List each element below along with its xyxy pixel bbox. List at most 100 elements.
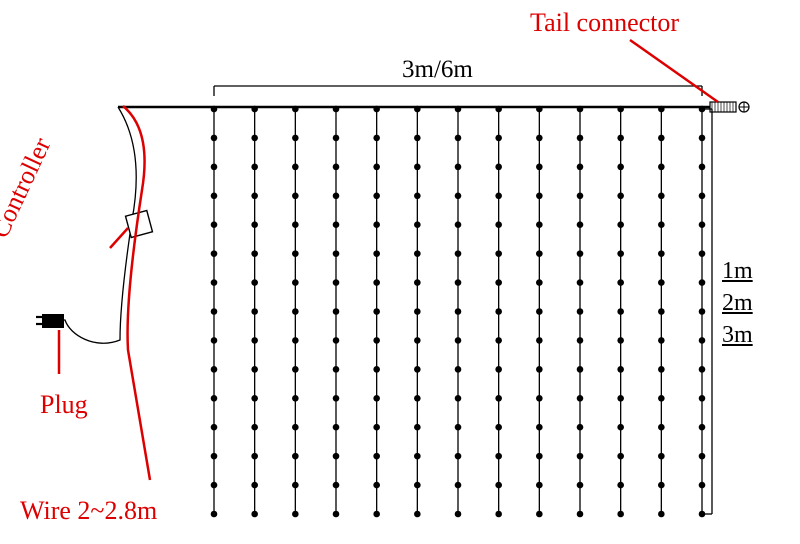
callout-tail: [630, 40, 718, 102]
led-dot: [211, 106, 218, 113]
led-dot: [373, 482, 380, 489]
led-dot: [658, 164, 665, 171]
led-dot: [699, 279, 706, 286]
led-dot: [373, 395, 380, 402]
led-dot: [699, 337, 706, 344]
led-dot: [699, 164, 706, 171]
led-dot: [211, 337, 218, 344]
led-dot: [211, 164, 218, 171]
led-dot: [699, 192, 706, 199]
led-dot: [536, 337, 543, 344]
led-dot: [414, 395, 421, 402]
led-dot: [658, 192, 665, 199]
height-2m-label: 2m: [722, 290, 753, 317]
led-dot: [414, 511, 421, 518]
led-dot: [414, 424, 421, 431]
led-dot: [455, 250, 462, 257]
led-dot: [617, 221, 624, 228]
led-dot: [211, 453, 218, 460]
led-dot: [699, 308, 706, 315]
led-dot: [251, 511, 258, 518]
led-dot: [333, 192, 340, 199]
led-dot: [495, 135, 502, 142]
led-dot: [333, 453, 340, 460]
led-dot: [536, 164, 543, 171]
led-dot: [495, 366, 502, 373]
led-dot: [455, 511, 462, 518]
led-dot: [251, 279, 258, 286]
led-dot: [617, 482, 624, 489]
led-dot: [292, 482, 299, 489]
led-dot: [373, 366, 380, 373]
led-dot: [577, 337, 584, 344]
led-dot: [333, 279, 340, 286]
led-dot: [414, 482, 421, 489]
led-dot: [455, 366, 462, 373]
led-dot: [251, 192, 258, 199]
led-dot: [495, 482, 502, 489]
led-dot: [414, 250, 421, 257]
led-dot: [292, 221, 299, 228]
led-dot: [658, 511, 665, 518]
led-dot: [495, 192, 502, 199]
led-dot: [373, 221, 380, 228]
led-dot: [536, 250, 543, 257]
led-dot: [536, 395, 543, 402]
led-dot: [658, 482, 665, 489]
led-dot: [536, 106, 543, 113]
led-dot: [699, 135, 706, 142]
led-dot: [292, 395, 299, 402]
led-dot: [536, 308, 543, 315]
led-dot: [536, 453, 543, 460]
led-dot: [577, 221, 584, 228]
led-dot: [373, 511, 380, 518]
led-dot: [495, 395, 502, 402]
led-dot: [292, 511, 299, 518]
led-dot: [577, 482, 584, 489]
led-dot: [292, 366, 299, 373]
plug-label: Plug: [40, 390, 88, 420]
led-dot: [699, 250, 706, 257]
led-dot: [455, 279, 462, 286]
led-dot: [414, 279, 421, 286]
led-dot: [292, 308, 299, 315]
led-dot: [617, 279, 624, 286]
led-dot: [373, 308, 380, 315]
height-1m-label: 1m: [722, 258, 753, 285]
led-dot: [617, 395, 624, 402]
led-dot: [536, 511, 543, 518]
led-dot: [414, 192, 421, 199]
led-dot: [455, 106, 462, 113]
led-dot: [251, 482, 258, 489]
led-dot: [617, 106, 624, 113]
led-dot: [455, 453, 462, 460]
led-dot: [333, 366, 340, 373]
led-dot: [333, 482, 340, 489]
led-dot: [699, 482, 706, 489]
led-dot: [699, 106, 706, 113]
led-dot: [699, 511, 706, 518]
led-dot: [658, 279, 665, 286]
led-dot: [577, 308, 584, 315]
height-3m-label: 3m: [722, 322, 753, 349]
led-dot: [577, 511, 584, 518]
led-dot: [251, 308, 258, 315]
lead-wire: [52, 107, 136, 343]
led-dot: [495, 221, 502, 228]
led-dot: [373, 453, 380, 460]
led-dot: [211, 482, 218, 489]
led-dot: [536, 192, 543, 199]
led-dot: [292, 192, 299, 199]
led-dot: [658, 221, 665, 228]
led-dot: [333, 106, 340, 113]
led-dot: [455, 337, 462, 344]
led-dot: [617, 366, 624, 373]
led-dot: [617, 337, 624, 344]
led-dot: [658, 135, 665, 142]
led-dot: [292, 337, 299, 344]
led-dot: [495, 164, 502, 171]
led-dot: [617, 424, 624, 431]
led-dot: [617, 453, 624, 460]
led-dot: [414, 366, 421, 373]
led-dot: [373, 192, 380, 199]
